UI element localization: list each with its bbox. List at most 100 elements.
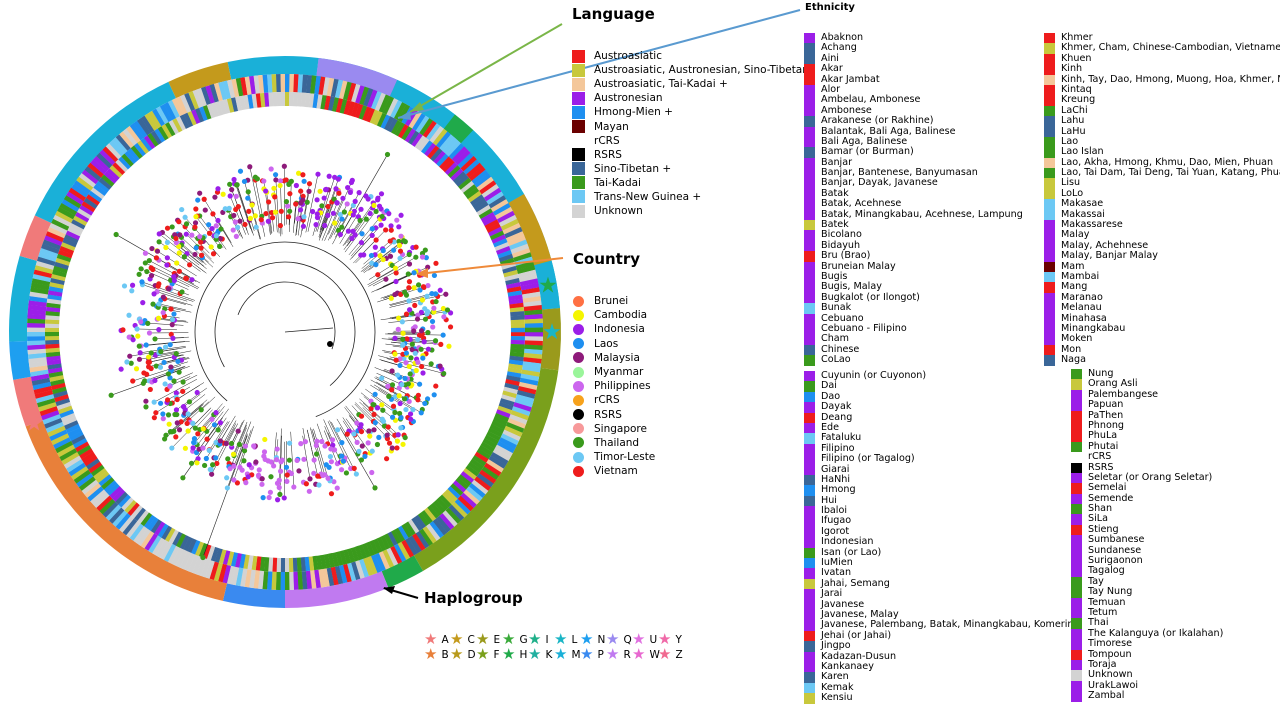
legend-label: Indonesia (594, 323, 645, 336)
legend-label: Shan (1088, 503, 1113, 515)
ethnicity-segment (63, 455, 82, 469)
legend-item: Mam (1044, 261, 1280, 272)
tip-point (350, 202, 356, 208)
tip-point (233, 233, 239, 239)
tip-point (234, 182, 240, 188)
tree-tip-points (108, 151, 454, 561)
tree-branch (236, 184, 254, 236)
language-segment (489, 230, 505, 241)
language-segment (161, 525, 172, 540)
ethnicity-segment (426, 123, 441, 141)
tree-branch (195, 409, 213, 429)
tip-point (204, 436, 210, 442)
ethnicity-segment (508, 414, 528, 425)
legend-dot (573, 366, 584, 378)
tip-point (222, 206, 228, 212)
tip-point (402, 375, 408, 382)
language-segment (498, 253, 514, 263)
language-segment (45, 335, 60, 341)
ethnicity-segment (29, 291, 48, 299)
ethnicity-segment (38, 401, 57, 412)
ethnicity-segment (439, 134, 455, 152)
ethnicity-segment (240, 77, 248, 96)
tip-point (377, 253, 383, 259)
ethnicity-segment (305, 570, 312, 590)
tip-point (287, 191, 293, 197)
ethnicity-segment (144, 533, 158, 551)
language-segment (47, 290, 63, 297)
legend-swatch (1044, 323, 1055, 335)
language-segment (380, 114, 391, 129)
tip-point (337, 211, 344, 218)
legend-swatch (804, 433, 815, 444)
tip-point (390, 403, 397, 409)
tip-point (231, 176, 237, 183)
legend-swatch (804, 199, 815, 210)
haplogroup-star-marker: ★ (184, 69, 204, 94)
tip-point (371, 411, 377, 417)
tree-branch (368, 263, 410, 287)
ethnicity-segment (309, 570, 317, 589)
legend-label: Bamar (or Burman) (821, 146, 914, 158)
legend-swatch (804, 682, 815, 694)
language-segment (506, 375, 521, 383)
legend-swatch (1071, 504, 1082, 515)
language-segment (55, 257, 71, 266)
language-segment (491, 420, 506, 430)
ethnicity-segment (235, 77, 244, 97)
tip-point (424, 309, 431, 315)
ethnicity-segment (44, 417, 63, 429)
tip-point (300, 172, 306, 178)
ethnicity-segment (66, 459, 84, 473)
tip-point (155, 283, 161, 289)
tip-point (306, 181, 313, 187)
tip-point (170, 316, 176, 323)
language-segment (65, 230, 81, 241)
ethnicity-segment (419, 528, 433, 547)
legend-swatch (804, 402, 815, 413)
legend-swatch (804, 443, 815, 455)
language-segment (304, 92, 311, 108)
haplogroup-letter: R (623, 648, 631, 661)
tip-point (147, 386, 153, 393)
tip-point (174, 260, 180, 266)
tip-point (217, 438, 224, 444)
ethnicity-segment (122, 128, 138, 146)
language-segment (491, 234, 507, 244)
tip-point (283, 199, 290, 205)
ethnicity-segment (521, 287, 540, 295)
legend-label: Indonesian (821, 536, 874, 548)
legend-item: rCRS (1071, 451, 1223, 463)
legend-label: Ivatan (821, 567, 852, 579)
ethnicity-segment (496, 210, 515, 224)
language-segment (476, 204, 491, 216)
legend-label: Karen (821, 671, 849, 683)
language-segment (202, 544, 212, 559)
tip-point (271, 185, 277, 191)
tip-point (440, 305, 446, 312)
tip-point (189, 277, 195, 283)
ethnicity-segment (57, 444, 76, 458)
language-segment (109, 485, 123, 499)
tip-point (246, 462, 252, 468)
language-segment (488, 427, 503, 438)
haplogroup-letter: A (441, 633, 449, 646)
tip-point (129, 282, 136, 288)
legend-label: Laos (594, 337, 619, 350)
legend-label: rCRS (594, 394, 620, 407)
ethnicity-segment (31, 278, 51, 287)
ethnicity-segment (363, 88, 374, 107)
tip-point (180, 388, 186, 394)
tip-point (369, 448, 375, 454)
tip-point (344, 431, 350, 437)
tip-point (160, 310, 166, 316)
legend-item: Banjar (804, 157, 1023, 169)
ethnicity-segment (30, 282, 50, 291)
tip-point (402, 289, 408, 295)
legend-item: Timorese (1071, 638, 1223, 650)
legend-item: Lao Islan (1044, 146, 1280, 158)
tip-point (197, 233, 203, 240)
tip-point (108, 392, 114, 398)
tip-point (329, 437, 336, 443)
ethnicity-segment (301, 571, 308, 590)
